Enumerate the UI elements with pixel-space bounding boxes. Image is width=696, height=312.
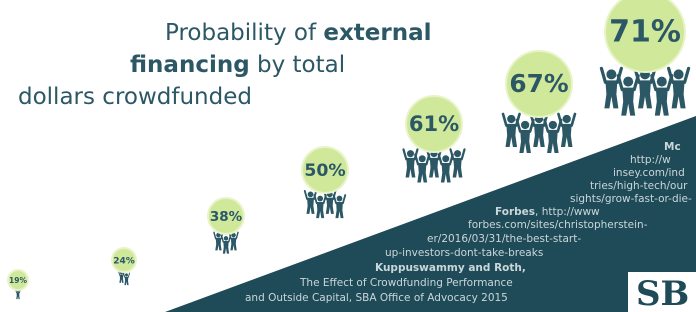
figure-body [655,88,669,116]
figure-head [337,196,343,202]
figure-body [306,198,314,214]
source-line: sights/grow-fast-or-die- [570,193,692,205]
title-line-part: external [323,20,431,46]
source-line: and Outside Capital, SBA Office of Advoc… [245,292,508,304]
source-line-part: , http://www [535,206,600,218]
source-line-part: http://w [630,154,671,166]
figure-body [417,163,427,183]
bubble-label: 71% [609,15,681,50]
figure-head [521,121,529,129]
figure-head [549,121,557,129]
page: {"title": {"lines": [ [{"text": "Probabi… [0,0,696,312]
figure-body [561,124,573,147]
figure-head [674,69,684,79]
title-line-part: by total [250,52,345,78]
figure-body [119,275,123,283]
figure-head [308,191,314,197]
figure-head [317,196,323,202]
title-line: financing by total [130,52,345,78]
figure-body [316,202,324,218]
figure-head [125,273,128,276]
source-line-part: and Outside Capital, SBA Office of Advoc… [245,292,508,304]
figure-body [223,241,229,254]
infographic: SB Probability of external financing by t… [0,0,696,312]
figure-body [406,158,416,178]
figure-body [621,88,635,116]
source-line: Mc [664,141,681,153]
figure-body [335,202,343,218]
source-line: Kuppuswammy and Roth, [375,262,526,274]
figure-body [533,124,545,147]
source-line-part: er/2016/03/31/the-best-start- [427,233,581,245]
title-line-part: financing [130,52,250,78]
source-line-part: up-investors-dont-take-breaks [385,247,543,259]
source-line: The Effect of Crowdfunding Performance [299,277,513,289]
source-line-part: tries/high-tech/our [590,180,688,192]
figure-body [638,80,652,108]
source-line: up-investors-dont-take-breaks [385,247,543,259]
title-line: dollars crowdfunded [18,84,252,110]
source-line: er/2016/03/31/the-best-start- [427,233,581,245]
source-line: insey.com/ind [613,167,685,179]
figure-head [657,77,667,87]
title-line-part: dollars crowdfunded [18,84,252,110]
figure-body [326,198,334,214]
bubble-label: 24% [113,257,135,267]
figure-body [441,163,451,183]
source-line-part: forbes.com/sites/christopherstein- [468,219,648,231]
figure-head [454,150,461,157]
figure-head [507,115,515,123]
figure-body [124,277,128,285]
bubble-label: 61% [409,112,459,136]
source-line-part: Kuppuswammy and Roth, [375,262,526,274]
figure-body [547,130,559,153]
bubble-label: 38% [210,209,243,225]
title-line-part: Probability of [165,20,323,46]
figure-head [563,115,571,123]
title-line: Probability of external [165,20,432,46]
source-line-part: insey.com/ind [613,167,685,179]
figure-body [519,130,531,153]
figure-body [215,238,221,251]
bubble-label: 19% [9,276,27,285]
figure-head [407,150,414,157]
figure-body [604,80,618,108]
source-line: http://w [630,154,671,166]
source-line-part: Mc [664,141,681,153]
bubble-label: 67% [509,69,568,98]
figure-body [230,238,236,251]
figure-head [224,236,229,241]
logo: SB [636,274,689,312]
figure-head [623,77,633,87]
figure-body [429,158,439,178]
figure-body [16,292,20,299]
figure-body [506,124,518,147]
figure-head [419,155,426,162]
source-line-part: sights/grow-fast-or-die- [570,193,692,205]
figure-body [453,158,463,178]
source-line: forbes.com/sites/christopherstein- [468,219,648,231]
source-line: Forbes, http://www [495,206,600,218]
figure-body [672,80,686,108]
source-line-part: The Effect of Crowdfunding Performance [299,277,513,289]
source-line: tries/high-tech/our [590,180,688,192]
bubble-label: 50% [304,161,345,181]
figure-head [606,69,616,79]
source-line-part: Forbes [495,206,535,218]
figure-head [442,155,449,162]
